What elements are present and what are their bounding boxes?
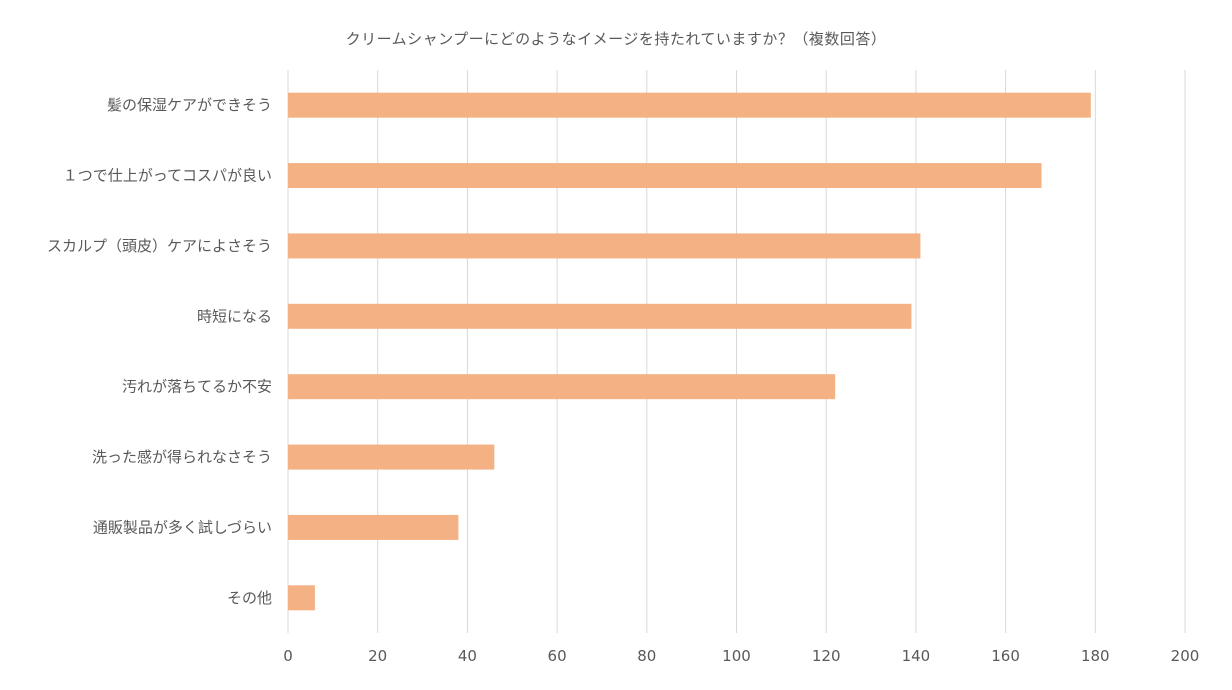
category-label: スカルプ（頭皮）ケアによさそう — [47, 237, 272, 255]
x-tick-label: 100 — [722, 647, 751, 665]
x-tick-label: 180 — [1081, 647, 1110, 665]
x-tick-label: 160 — [991, 647, 1020, 665]
bar — [288, 233, 921, 259]
x-tick-label: 40 — [458, 647, 477, 665]
x-tick-label: 60 — [548, 647, 567, 665]
bar — [288, 444, 495, 470]
category-label: 通販製品が多く試しづらい — [93, 518, 272, 536]
bar — [288, 585, 315, 611]
category-label: 時短になる — [197, 307, 272, 325]
chart-title: クリームシャンプーにどのようなイメージを持たれていますか？（複数回答） — [345, 30, 887, 48]
category-label: 汚れが落ちてるか不安 — [122, 378, 272, 396]
category-label: 洗った感が得られなさそう — [92, 448, 272, 466]
bar — [288, 303, 912, 329]
x-tick-label: 20 — [368, 647, 387, 665]
x-tick-label: 0 — [283, 647, 293, 665]
bar — [288, 514, 459, 540]
x-tick-label: 80 — [637, 647, 656, 665]
bar — [288, 163, 1042, 189]
category-label: その他 — [227, 589, 272, 607]
x-tick-label: 120 — [812, 647, 841, 665]
category-label: １つで仕上がってコスパが良い — [63, 167, 272, 185]
bar — [288, 374, 836, 400]
x-tick-label: 200 — [1171, 647, 1200, 665]
category-label: 髪の保湿ケアができそう — [107, 96, 272, 114]
x-tick-label: 140 — [902, 647, 931, 665]
bar — [288, 92, 1091, 118]
